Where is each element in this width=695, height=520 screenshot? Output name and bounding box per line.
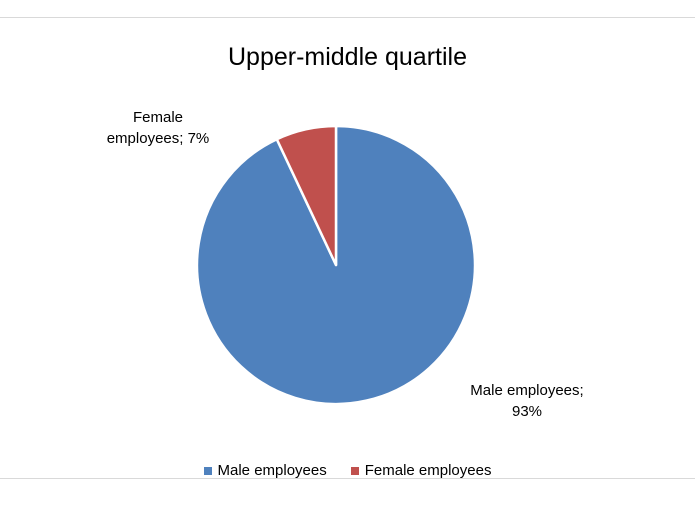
- pie-slice-female: [275, 124, 338, 267]
- data-label-male-line1: Male employees;: [470, 382, 584, 399]
- data-label-female-line1: Female: [132, 109, 184, 126]
- legend-item-male: Male employees: [203, 462, 327, 479]
- legend-swatch-male: [203, 466, 212, 475]
- legend-label-female: Female employees: [364, 462, 492, 479]
- legend-item-female: Female employees: [350, 462, 492, 479]
- data-label-female: Female employees; 7%: [88, 107, 228, 149]
- legend: Male employees Female employees: [0, 462, 695, 479]
- data-label-male-line2: 93%: [511, 403, 543, 420]
- legend-label-male: Male employees: [217, 462, 327, 479]
- chart-title: Upper-middle quartile: [227, 43, 467, 71]
- data-label-female-line2: employees; 7%: [106, 130, 210, 147]
- data-label-male: Male employees; 93%: [447, 380, 607, 422]
- legend-swatch-female: [350, 466, 359, 475]
